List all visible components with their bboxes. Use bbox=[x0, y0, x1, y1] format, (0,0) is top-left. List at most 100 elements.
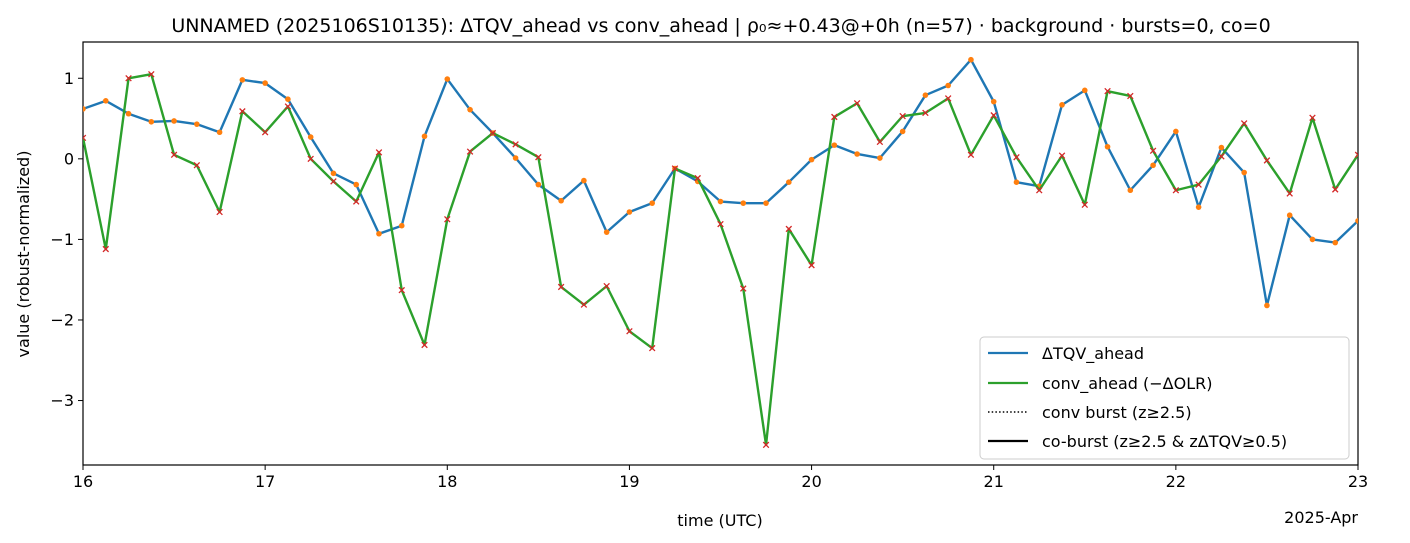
data-point bbox=[239, 77, 246, 83]
data-point bbox=[1059, 102, 1065, 108]
data-point-x bbox=[944, 95, 952, 102]
data-point-x bbox=[1354, 151, 1358, 159]
data-point-x bbox=[967, 151, 975, 159]
data-point bbox=[581, 177, 587, 184]
data-point bbox=[216, 129, 223, 136]
data-point-x bbox=[1058, 152, 1066, 159]
data-point bbox=[626, 209, 633, 215]
legend-label: conv burst (z≥2.5) bbox=[1042, 403, 1192, 422]
data-point-x bbox=[648, 344, 656, 352]
x-tick-label: 22 bbox=[1166, 472, 1186, 491]
data-point-x bbox=[170, 151, 178, 159]
data-point-x bbox=[284, 103, 292, 110]
data-point-x bbox=[512, 141, 519, 148]
series-group bbox=[83, 70, 1358, 449]
data-point bbox=[831, 142, 838, 148]
data-point-x bbox=[990, 112, 997, 119]
data-point-x bbox=[876, 138, 884, 146]
data-point bbox=[1127, 187, 1134, 194]
data-point bbox=[854, 151, 860, 157]
data-point bbox=[376, 230, 382, 237]
data-point-x bbox=[466, 148, 474, 155]
data-point-x bbox=[603, 282, 610, 290]
data-point-x bbox=[1172, 186, 1180, 194]
data-point-x bbox=[307, 155, 314, 163]
data-point bbox=[877, 155, 883, 161]
data-point-x bbox=[1286, 190, 1293, 197]
plot-area: 1 0 −1 −2 −3 16 17 18 19 20 21 22 23 bbox=[50, 41, 1368, 491]
x-tick-label: 18 bbox=[437, 472, 457, 491]
chart-title: UNNAMED (2025106S10135): ΔTQV_ahead vs c… bbox=[171, 15, 1270, 37]
y-axis-ticks: 1 0 −1 −2 −3 bbox=[50, 69, 83, 410]
data-point-x bbox=[444, 215, 451, 223]
data-point bbox=[421, 133, 428, 140]
data-point-x bbox=[1149, 147, 1157, 155]
data-point-x bbox=[717, 220, 724, 228]
data-point bbox=[398, 222, 405, 229]
data-point bbox=[102, 98, 109, 104]
data-point-x bbox=[83, 134, 87, 142]
y-axis-label: value (robust-normalized) bbox=[14, 151, 33, 358]
x-tick-label: 20 bbox=[801, 472, 821, 491]
data-point-x bbox=[762, 441, 770, 449]
x-tick-label: 17 bbox=[255, 472, 275, 491]
data-point-x bbox=[580, 301, 588, 308]
data-point bbox=[1173, 128, 1179, 135]
data-point bbox=[444, 76, 451, 82]
data-point-x bbox=[1035, 186, 1043, 194]
x-axis-ticks: 16 17 18 19 20 21 22 23 bbox=[73, 465, 1368, 491]
data-point bbox=[808, 156, 815, 163]
x-tick-label: 21 bbox=[984, 472, 1004, 491]
y-tick-label: −1 bbox=[50, 230, 74, 249]
data-point bbox=[968, 56, 974, 63]
data-point bbox=[649, 200, 655, 206]
x-axis-label: time (UTC) bbox=[677, 511, 762, 530]
data-point bbox=[1309, 236, 1316, 243]
data-point bbox=[1241, 169, 1247, 176]
data-point-x bbox=[261, 128, 269, 136]
data-point bbox=[603, 229, 610, 235]
legend-label: ΔTQV_ahead bbox=[1042, 344, 1144, 364]
data-point bbox=[194, 121, 200, 127]
data-point-x bbox=[330, 178, 337, 185]
data-point-x bbox=[125, 74, 132, 82]
data-point-x bbox=[239, 108, 246, 115]
data-point-x bbox=[557, 283, 565, 291]
data-point bbox=[1264, 302, 1270, 309]
data-point bbox=[1150, 162, 1156, 169]
data-point-x bbox=[1263, 157, 1271, 164]
data-point bbox=[1195, 204, 1202, 210]
legend-frame bbox=[979, 336, 1350, 460]
data-point bbox=[1081, 87, 1088, 94]
data-point bbox=[535, 181, 542, 188]
data-point-x bbox=[1013, 153, 1020, 161]
data-point-x bbox=[1104, 87, 1111, 95]
data-point-x bbox=[808, 261, 815, 269]
data-point bbox=[1355, 218, 1358, 224]
data-point-x bbox=[1195, 181, 1202, 188]
legend-label: conv_ahead (−ΔOLR) bbox=[1042, 374, 1213, 394]
data-point-x bbox=[216, 208, 223, 216]
data-point-x bbox=[626, 327, 633, 335]
data-point bbox=[285, 96, 291, 103]
data-point bbox=[740, 200, 747, 206]
data-point bbox=[1013, 179, 1020, 185]
data-point bbox=[1218, 144, 1225, 151]
data-point-x bbox=[1331, 186, 1339, 193]
data-point-x bbox=[785, 225, 793, 233]
data-point-x bbox=[899, 112, 906, 120]
data-point-x bbox=[535, 153, 542, 161]
data-point bbox=[945, 82, 951, 89]
data-point bbox=[1104, 143, 1111, 150]
data-point-x bbox=[1240, 120, 1248, 127]
data-point-x bbox=[398, 286, 406, 294]
data-point bbox=[1332, 239, 1339, 246]
data-point bbox=[330, 170, 337, 177]
data-point bbox=[990, 98, 997, 105]
data-point-x bbox=[148, 70, 155, 78]
data-point bbox=[148, 118, 155, 125]
data-point-x bbox=[102, 245, 110, 253]
data-point-x bbox=[694, 174, 701, 182]
data-point bbox=[171, 118, 177, 124]
data-point-x bbox=[1127, 92, 1134, 100]
